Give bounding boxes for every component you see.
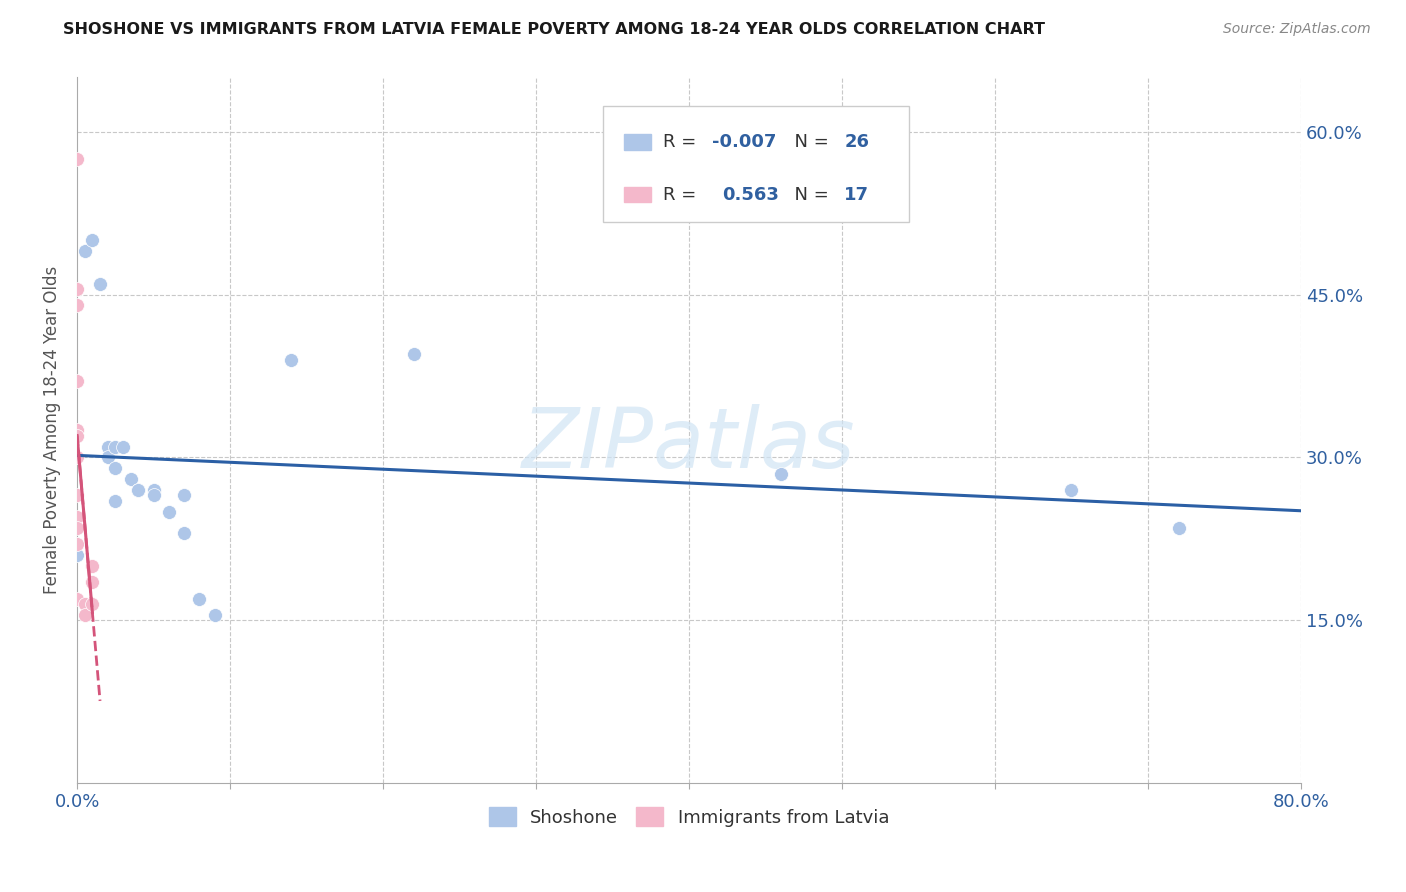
Point: [66, 510, 89, 524]
Point: [73, 244, 96, 259]
Point: [1167, 521, 1189, 535]
Point: [280, 352, 302, 367]
Point: [1060, 483, 1083, 497]
Text: N =: N =: [783, 133, 835, 151]
Point: [66, 548, 89, 562]
Point: [66, 152, 89, 166]
Point: [66, 423, 89, 437]
Point: [66, 488, 89, 502]
Point: [66, 521, 89, 535]
Text: 26: 26: [845, 133, 869, 151]
Point: [82, 597, 104, 611]
Point: [173, 526, 195, 541]
Point: [66, 591, 89, 606]
Point: [66, 537, 89, 551]
Text: -0.007: -0.007: [713, 133, 776, 151]
Point: [97, 450, 120, 465]
Point: [142, 483, 165, 497]
Text: 17: 17: [845, 186, 869, 203]
Point: [73, 597, 96, 611]
Point: [188, 591, 211, 606]
FancyBboxPatch shape: [603, 105, 910, 222]
Point: [66, 428, 89, 442]
Point: [82, 558, 104, 573]
Point: [104, 461, 127, 475]
Point: [173, 488, 195, 502]
Point: [157, 505, 180, 519]
Point: [89, 277, 111, 291]
Text: Source: ZipAtlas.com: Source: ZipAtlas.com: [1223, 22, 1371, 37]
Legend: Shoshone, Immigrants from Latvia: Shoshone, Immigrants from Latvia: [481, 800, 897, 834]
FancyBboxPatch shape: [624, 186, 651, 202]
Y-axis label: Female Poverty Among 18-24 Year Olds: Female Poverty Among 18-24 Year Olds: [44, 266, 60, 594]
Text: 0.563: 0.563: [723, 186, 779, 203]
Point: [66, 298, 89, 312]
Point: [104, 440, 127, 454]
Point: [66, 375, 89, 389]
Point: [82, 233, 104, 247]
Point: [127, 483, 149, 497]
Point: [97, 440, 120, 454]
Point: [402, 347, 425, 361]
Point: [204, 607, 226, 622]
FancyBboxPatch shape: [624, 134, 651, 150]
Point: [769, 467, 792, 481]
Text: R =: R =: [664, 186, 709, 203]
Point: [82, 575, 104, 590]
Point: [120, 472, 142, 486]
Text: R =: R =: [664, 133, 702, 151]
Point: [104, 493, 127, 508]
Point: [66, 282, 89, 296]
Point: [73, 607, 96, 622]
Point: [66, 450, 89, 465]
Point: [66, 537, 89, 551]
Text: N =: N =: [783, 186, 835, 203]
Point: [142, 488, 165, 502]
Point: [127, 483, 149, 497]
Text: SHOSHONE VS IMMIGRANTS FROM LATVIA FEMALE POVERTY AMONG 18-24 YEAR OLDS CORRELAT: SHOSHONE VS IMMIGRANTS FROM LATVIA FEMAL…: [63, 22, 1045, 37]
Point: [111, 440, 134, 454]
Text: ZIPatlas: ZIPatlas: [522, 404, 856, 485]
